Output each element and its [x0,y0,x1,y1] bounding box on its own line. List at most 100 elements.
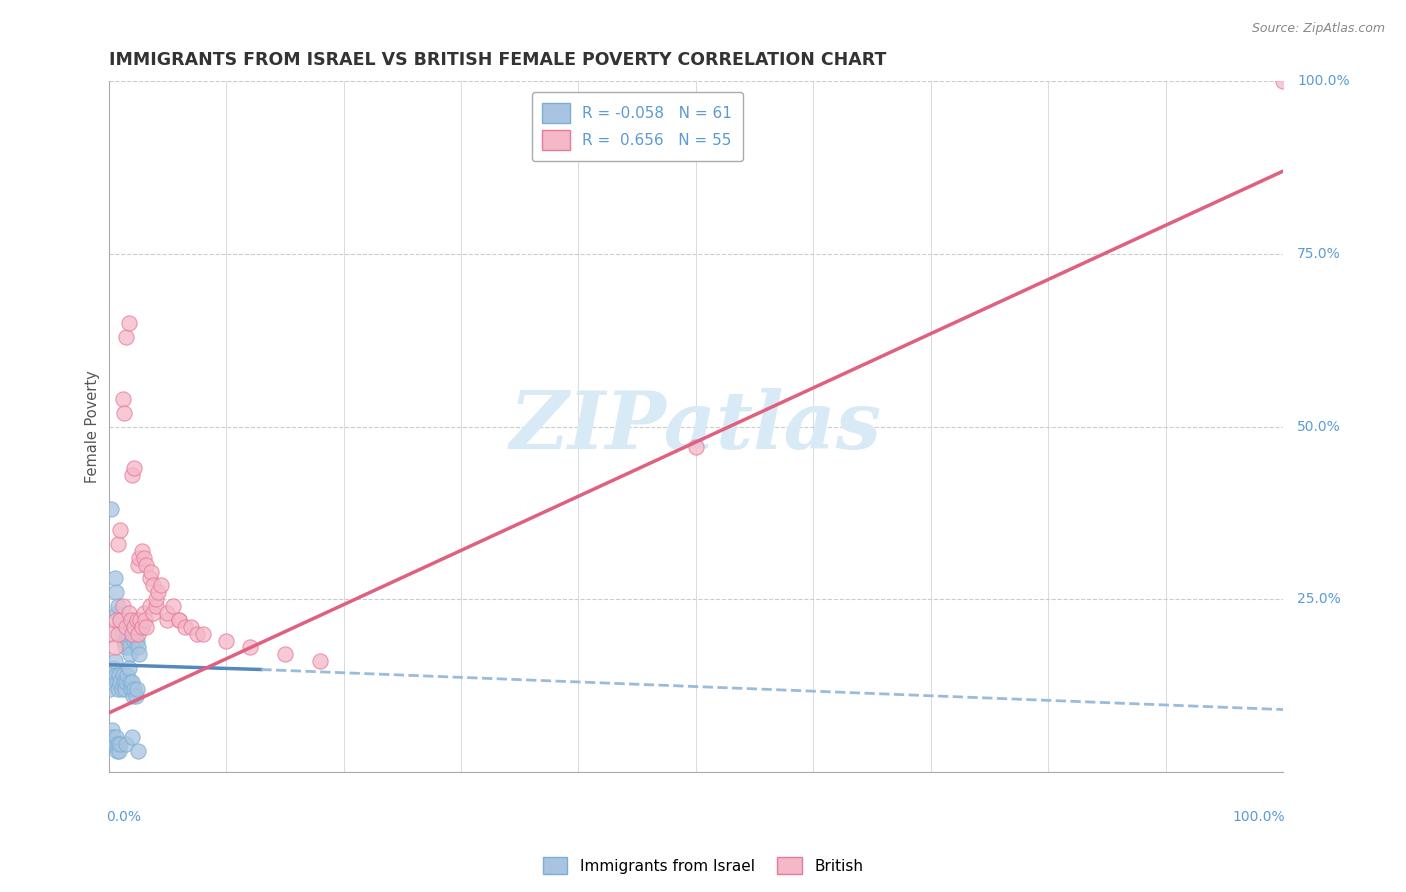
Point [117,633,139,648]
Text: ZIPatlas: ZIPatlas [510,388,882,466]
Point [107,537,129,551]
Point [124,626,146,640]
Point [100,502,122,516]
Point [115,330,138,344]
Point [115,620,138,634]
Point [117,316,139,330]
Text: 0.0%: 0.0% [107,810,141,823]
Point [121,675,143,690]
Point [114,640,136,655]
Point [110,737,132,751]
Point [139,565,162,579]
Point [104,668,127,682]
Point [100,668,122,682]
Point [120,613,142,627]
Point [104,613,127,627]
Point [142,578,165,592]
Point [150,578,173,592]
Point [128,648,150,662]
Point [115,626,138,640]
Point [104,730,127,744]
Point [134,613,156,627]
Y-axis label: Female Poverty: Female Poverty [86,370,100,483]
Point [103,737,125,751]
Point [120,681,142,696]
Point [121,626,143,640]
Point [111,668,134,682]
Point [139,571,162,585]
Point [131,620,153,634]
Point [121,467,143,482]
Point [103,730,125,744]
Point [124,620,146,634]
Point [105,606,128,620]
Point [122,689,145,703]
Point [117,668,139,682]
Point [112,633,135,648]
Point [107,681,129,696]
Point [101,626,124,640]
Point [103,661,125,675]
Point [101,675,124,690]
Point [103,571,125,585]
Text: Source: ZipAtlas.com: Source: ZipAtlas.com [1251,22,1385,36]
Point [215,633,238,648]
Legend: Immigrants from Israel, British: Immigrants from Israel, British [537,851,869,880]
Point [117,606,139,620]
Point [101,723,124,738]
Point [125,681,148,696]
Point [180,620,202,634]
Point [110,613,132,627]
Point [108,613,131,627]
Text: 100.0%: 100.0% [1298,74,1350,88]
Point [121,620,143,634]
Point [110,675,132,690]
Point [156,606,179,620]
Point [117,640,139,655]
Point [112,406,135,420]
Legend: R = -0.058   N = 61, R =  0.656   N = 55: R = -0.058 N = 61, R = 0.656 N = 55 [531,93,742,161]
Point [127,640,149,655]
Point [111,599,134,613]
Point [191,626,214,640]
Point [104,585,127,599]
Point [110,620,132,634]
Point [127,558,149,572]
Point [103,654,125,668]
Point [110,681,132,696]
Point [125,633,148,648]
Point [107,737,129,751]
Point [274,648,297,662]
Point [108,744,131,758]
Point [110,523,132,537]
Point [103,640,125,655]
Point [111,613,134,627]
Point [122,626,145,640]
Text: 50.0%: 50.0% [1298,419,1341,434]
Point [114,681,136,696]
Point [118,648,141,662]
Point [124,681,146,696]
Point [105,675,128,690]
Point [128,550,150,565]
Point [685,440,707,454]
Point [105,744,128,758]
Point [118,675,141,690]
Point [132,606,155,620]
Point [156,613,179,627]
Point [108,668,131,682]
Text: 75.0%: 75.0% [1298,247,1341,261]
Point [110,626,132,640]
Point [124,633,146,648]
Point [125,613,148,627]
Point [167,613,190,627]
Point [115,737,138,751]
Point [239,640,262,655]
Point [115,675,138,690]
Point [127,744,149,758]
Point [139,599,162,613]
Point [162,599,184,613]
Point [117,661,139,675]
Point [127,626,149,640]
Point [131,620,153,634]
